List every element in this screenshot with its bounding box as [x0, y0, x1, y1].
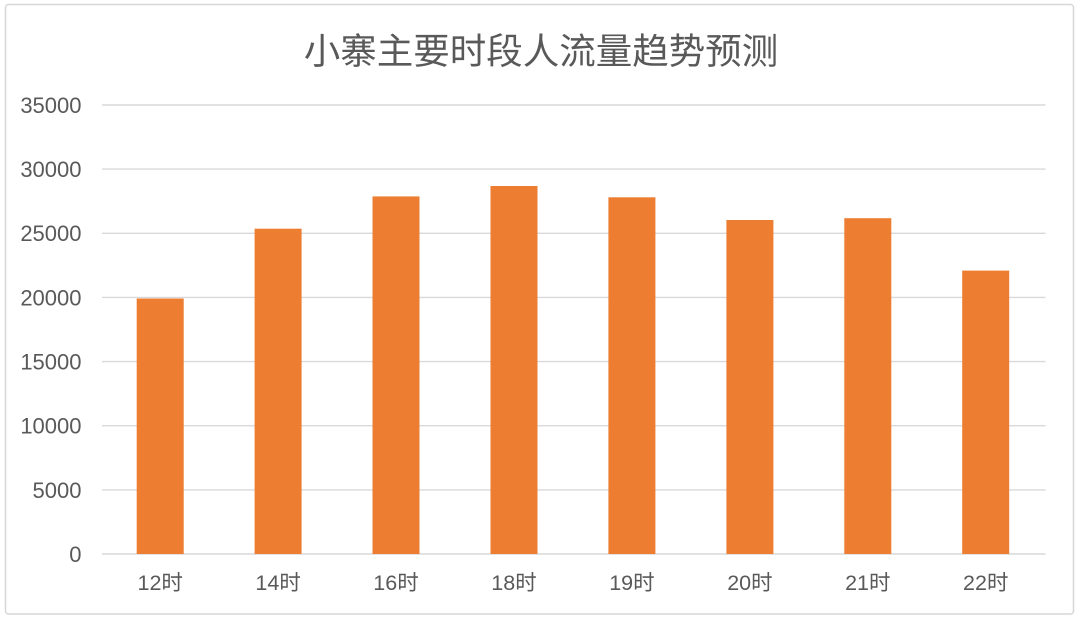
svg-text:35000: 35000	[20, 93, 81, 118]
svg-text:10000: 10000	[20, 414, 81, 439]
svg-text:30000: 30000	[20, 157, 81, 182]
svg-text:25000: 25000	[20, 221, 81, 246]
svg-text:14: 14	[255, 571, 279, 595]
svg-text:20000: 20000	[20, 285, 81, 310]
svg-text:22: 22	[963, 571, 987, 595]
svg-text:21: 21	[845, 571, 869, 595]
svg-text:20: 20	[727, 571, 751, 595]
svg-text:19: 19	[609, 571, 633, 595]
svg-text:15000: 15000	[20, 350, 81, 375]
svg-text:12: 12	[138, 571, 162, 595]
svg-text:16: 16	[373, 571, 397, 595]
svg-text:5000: 5000	[33, 478, 82, 503]
svg-text:0: 0	[69, 542, 81, 567]
svg-text:18: 18	[491, 571, 515, 595]
